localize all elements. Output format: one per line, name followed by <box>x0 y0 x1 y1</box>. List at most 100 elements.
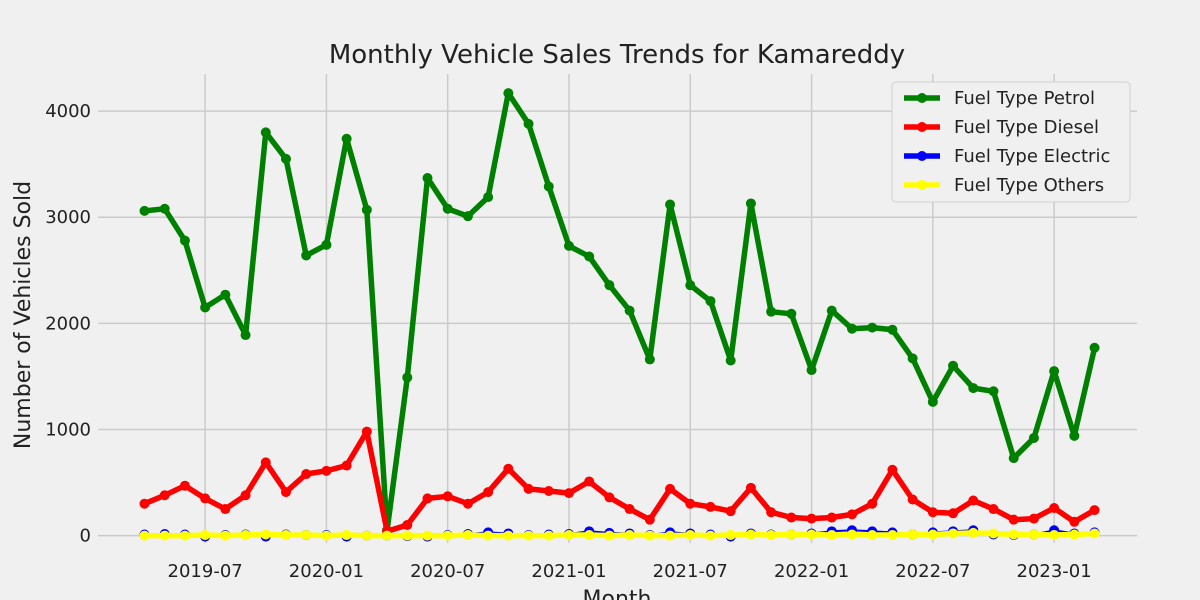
data-point <box>422 172 433 183</box>
data-point <box>907 494 918 505</box>
data-point <box>766 507 777 518</box>
data-point <box>301 469 312 480</box>
series-line <box>144 90 1098 534</box>
data-point <box>725 530 736 541</box>
data-point <box>179 530 190 541</box>
data-point <box>806 365 817 376</box>
data-point <box>927 507 938 518</box>
data-point <box>240 330 251 341</box>
data-point <box>786 308 797 319</box>
data-point <box>887 464 898 475</box>
series-group <box>139 88 1100 542</box>
data-point <box>1069 430 1080 441</box>
data-point <box>1028 513 1039 524</box>
chart-title: Monthly Vehicle Sales Trends for Kamared… <box>329 40 905 70</box>
series-fuel-type-others <box>139 527 1100 541</box>
data-point <box>200 493 211 504</box>
data-point <box>1089 528 1100 539</box>
data-point <box>685 530 696 541</box>
data-point <box>280 530 291 541</box>
data-point <box>806 513 817 524</box>
data-point <box>988 504 999 515</box>
data-point <box>644 354 655 365</box>
data-point <box>361 426 372 437</box>
legend-item: Fuel Type Petrol <box>904 88 1095 109</box>
y-axis-label: Number of Vehicles Sold <box>11 181 36 449</box>
x-tick-label: 2019-07 <box>168 561 243 582</box>
data-point <box>1008 514 1019 525</box>
data-point <box>1049 502 1060 513</box>
data-point <box>665 483 676 494</box>
data-point <box>685 280 696 291</box>
data-point <box>139 498 150 509</box>
data-point <box>159 203 170 214</box>
legend-swatch-marker <box>917 93 927 103</box>
legend-item: Fuel Type Others <box>904 175 1104 196</box>
y-tick-label: 3000 <box>45 207 91 228</box>
data-point <box>988 528 999 539</box>
data-point <box>240 490 251 501</box>
x-tick-label: 2023-01 <box>1017 561 1092 582</box>
data-point <box>846 323 857 334</box>
data-point <box>442 491 453 502</box>
x-tick-label: 2020-07 <box>410 561 485 582</box>
x-tick-label: 2022-07 <box>895 561 970 582</box>
data-point <box>523 483 534 494</box>
data-point <box>604 530 615 541</box>
x-tick-label: 2021-01 <box>531 561 606 582</box>
data-point <box>563 530 574 541</box>
data-point <box>422 530 433 541</box>
data-point <box>867 322 878 333</box>
data-point <box>907 529 918 540</box>
tick-labels: 0 1000 2000 3000 4000 2019-07 2020-01 2020-07 20… <box>45 101 1092 582</box>
data-point <box>280 487 291 498</box>
data-point <box>665 199 676 210</box>
data-point <box>139 205 150 216</box>
data-point <box>462 211 473 222</box>
data-point <box>301 530 312 541</box>
data-point <box>725 506 736 517</box>
data-point <box>1089 342 1100 353</box>
data-point <box>220 289 231 300</box>
data-point <box>1049 530 1060 541</box>
data-point <box>786 512 797 523</box>
data-point <box>968 495 979 506</box>
legend: Fuel Type Petrol Fuel Type Diesel Fuel Typ… <box>891 81 1131 203</box>
legend-label: Fuel Type Others <box>954 175 1104 196</box>
data-point <box>644 514 655 525</box>
data-point <box>766 306 777 317</box>
data-point <box>584 530 595 541</box>
data-point <box>321 239 332 250</box>
data-point <box>988 386 999 397</box>
data-point <box>563 488 574 499</box>
data-point <box>745 529 756 540</box>
data-point <box>948 508 959 519</box>
data-point <box>887 324 898 335</box>
data-point <box>846 509 857 520</box>
data-point <box>1089 505 1100 516</box>
legend-item: Fuel Type Electric <box>904 146 1110 167</box>
data-point <box>159 490 170 501</box>
legend-swatch-marker <box>917 151 927 161</box>
data-point <box>462 530 473 541</box>
data-point <box>745 482 756 493</box>
data-point <box>321 465 332 476</box>
legend-swatch-marker <box>917 180 927 190</box>
x-axis-label: Month <box>583 587 652 600</box>
data-point <box>725 355 736 366</box>
legend-label: Fuel Type Electric <box>954 146 1110 167</box>
data-point <box>220 504 231 515</box>
y-tick-label: 2000 <box>45 313 91 334</box>
data-point <box>200 302 211 313</box>
data-point <box>584 251 595 262</box>
x-tick-label: 2021-07 <box>653 561 728 582</box>
data-point <box>1069 516 1080 527</box>
data-point <box>705 530 716 541</box>
data-point <box>846 529 857 540</box>
data-point <box>280 153 291 164</box>
x-tick-label: 2022-01 <box>774 561 849 582</box>
data-point <box>927 529 938 540</box>
legend-label: Fuel Type Petrol <box>954 88 1095 109</box>
data-point <box>483 192 494 203</box>
data-point <box>341 530 352 541</box>
